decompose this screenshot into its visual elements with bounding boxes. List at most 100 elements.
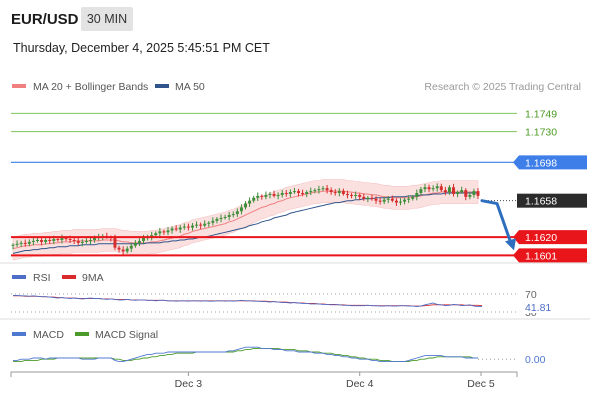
candle bbox=[317, 185, 321, 194]
candle bbox=[297, 188, 301, 197]
candle bbox=[472, 188, 476, 198]
candle-body bbox=[195, 224, 199, 226]
candle bbox=[89, 236, 92, 245]
candle bbox=[121, 246, 125, 255]
candle bbox=[84, 238, 88, 244]
candle bbox=[211, 217, 215, 226]
candle-body bbox=[56, 239, 60, 241]
candle bbox=[227, 211, 231, 221]
candle-body bbox=[35, 239, 39, 241]
ma50-legend-label: MA 50 bbox=[175, 81, 205, 93]
candle-body bbox=[329, 190, 333, 193]
candle-body bbox=[248, 200, 252, 204]
candle-body bbox=[11, 244, 15, 246]
candle-body bbox=[325, 188, 329, 191]
candle bbox=[431, 185, 435, 192]
candle-body bbox=[40, 239, 44, 242]
candle-body bbox=[341, 191, 345, 194]
candle bbox=[370, 194, 374, 201]
candle-body bbox=[460, 190, 464, 193]
rsi-line bbox=[13, 294, 483, 308]
candle-body bbox=[178, 227, 182, 230]
candle-body bbox=[280, 193, 284, 195]
pivot-label: 1.1698 bbox=[525, 157, 557, 169]
candle-body bbox=[276, 194, 280, 196]
candle bbox=[260, 194, 264, 200]
candle bbox=[162, 229, 166, 235]
candle-body bbox=[72, 239, 76, 241]
candle bbox=[19, 240, 23, 248]
candle-body bbox=[256, 195, 260, 198]
candle-body bbox=[207, 222, 211, 224]
rsi-legend-swatch bbox=[12, 275, 26, 279]
candle-body bbox=[358, 194, 362, 197]
candle-body bbox=[284, 193, 288, 195]
candle bbox=[60, 234, 64, 244]
support-label: 1.1620 bbox=[525, 232, 557, 244]
candle-body bbox=[268, 193, 272, 195]
candle-body bbox=[19, 242, 23, 244]
candle-body bbox=[76, 240, 80, 243]
pivot-badge bbox=[513, 155, 587, 170]
candle bbox=[129, 242, 133, 253]
candle-body bbox=[472, 191, 476, 195]
candle bbox=[390, 195, 394, 203]
candle-body bbox=[407, 198, 411, 200]
candle bbox=[207, 221, 211, 227]
price-legend: MA 20 + Bollinger Bands MA 50 Research ©… bbox=[12, 81, 581, 93]
candle bbox=[366, 195, 370, 203]
rsi-panel: 703041.81 bbox=[11, 289, 559, 319]
candle bbox=[443, 186, 447, 196]
candle bbox=[382, 196, 386, 205]
candle-body bbox=[333, 192, 337, 194]
candle-body bbox=[227, 215, 231, 217]
candle-body bbox=[366, 197, 370, 199]
candle bbox=[419, 186, 423, 196]
candle-body bbox=[121, 249, 125, 252]
candle-body bbox=[374, 198, 378, 201]
candle bbox=[378, 197, 382, 205]
candle bbox=[272, 190, 276, 198]
macd-panel: 0.00 bbox=[13, 346, 546, 366]
candle bbox=[333, 189, 337, 196]
candle-body bbox=[354, 194, 358, 196]
candle-body bbox=[394, 200, 398, 203]
candle bbox=[329, 187, 333, 195]
candle-body bbox=[68, 239, 72, 241]
candle-body bbox=[313, 190, 317, 192]
timestamp: Thursday, December 4, 2025 5:45:51 PM CE… bbox=[13, 41, 270, 55]
candle bbox=[452, 183, 456, 197]
candle bbox=[264, 191, 268, 200]
candle bbox=[288, 189, 292, 198]
instrument-title: EUR/USD bbox=[11, 11, 79, 28]
candle-body bbox=[211, 220, 215, 223]
resistance-label: 1.1730 bbox=[525, 127, 557, 139]
macd-line bbox=[13, 346, 478, 363]
candle bbox=[137, 238, 141, 247]
candle-body bbox=[52, 239, 56, 241]
credit-text: Research © 2025 Trading Central bbox=[424, 81, 581, 93]
candle bbox=[117, 245, 121, 253]
candle bbox=[72, 237, 76, 245]
candle-body bbox=[423, 187, 427, 190]
support-label: 1.1601 bbox=[525, 250, 557, 262]
timeframe-selector[interactable]: 30 MIN bbox=[81, 7, 133, 31]
candle bbox=[125, 246, 129, 254]
candle bbox=[447, 185, 451, 195]
candle-body bbox=[468, 194, 472, 197]
support-badge bbox=[513, 230, 587, 245]
candle bbox=[199, 222, 203, 230]
candle bbox=[386, 196, 390, 204]
macd-signal-legend-label: MACD Signal bbox=[95, 329, 158, 341]
candle-body bbox=[447, 187, 451, 193]
candle bbox=[435, 183, 439, 192]
candle bbox=[468, 191, 472, 200]
candle-body bbox=[272, 193, 276, 196]
forecast-arrow bbox=[480, 199, 516, 251]
candle-body bbox=[321, 188, 325, 190]
macd-zero-label: 0.00 bbox=[525, 354, 546, 366]
rsi-value-label: 41.81 bbox=[525, 302, 551, 314]
candle-body bbox=[362, 196, 366, 199]
candle bbox=[321, 185, 325, 192]
candle-body bbox=[411, 196, 415, 199]
